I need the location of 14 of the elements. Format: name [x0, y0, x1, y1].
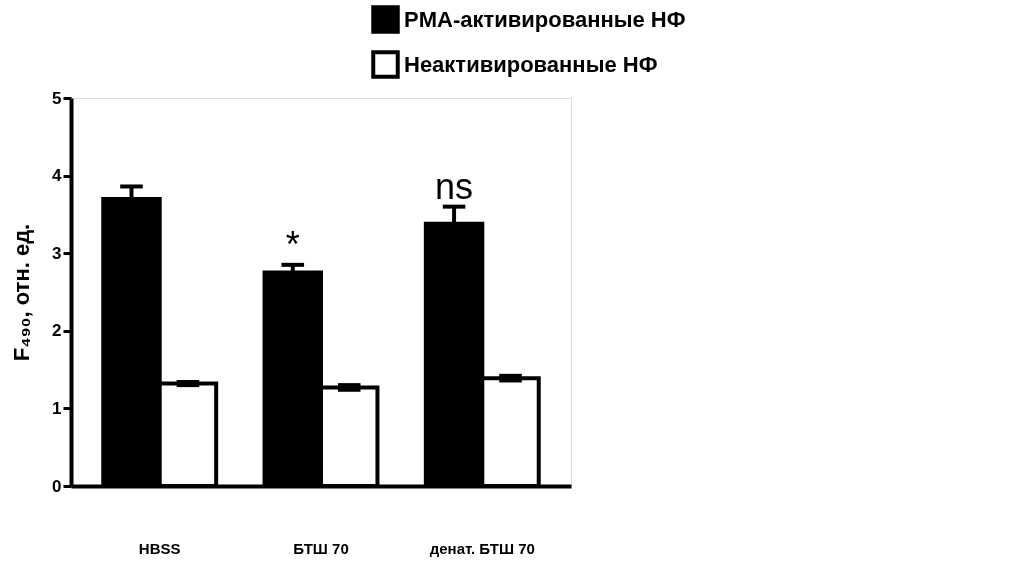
y-tick-label: 1 [52, 398, 62, 418]
y-tick-label: 4 [52, 166, 63, 186]
annotation: * [285, 223, 300, 265]
x-tick-label: денат. БТШ 70 [429, 539, 535, 557]
y-axis-title: F₄₉₀, отн. ед. [9, 223, 35, 362]
y-tick-label: 0 [52, 476, 62, 496]
x-tick-label: БТШ 70 [293, 539, 349, 557]
legend-label: Неактивированные НФ [404, 51, 658, 77]
y-tick-label: 2 [52, 321, 62, 341]
annotation: ns [435, 165, 474, 207]
y-tick-label: 3 [52, 243, 62, 263]
y-tick-label: 5 [52, 88, 62, 108]
legend-label: PMA-активированные НФ [404, 6, 686, 32]
x-tick-label: HBSS [138, 539, 181, 557]
